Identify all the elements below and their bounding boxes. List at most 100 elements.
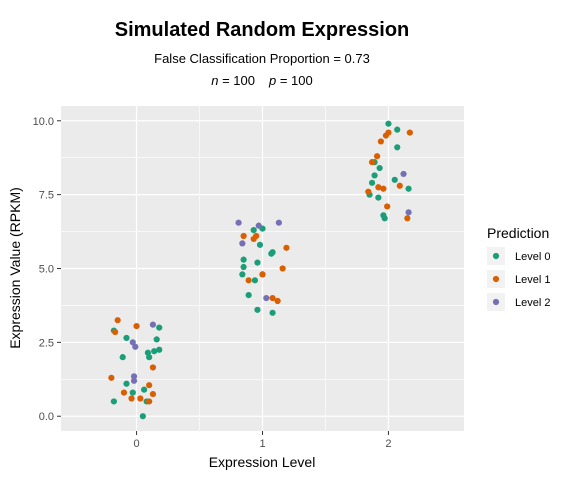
legend-marker-level-2 bbox=[492, 298, 500, 306]
x-tick-label: 0 bbox=[134, 438, 140, 450]
point-level-0 bbox=[250, 226, 257, 234]
point-level-0 bbox=[405, 185, 412, 192]
point-level-2 bbox=[239, 240, 246, 247]
point-level-1 bbox=[374, 153, 381, 160]
point-level-2 bbox=[149, 321, 157, 328]
point-level-2 bbox=[400, 170, 407, 178]
point-level-0 bbox=[245, 291, 252, 299]
point-level-0 bbox=[368, 179, 376, 186]
p-value: = 100 bbox=[276, 73, 313, 88]
y-tick-label: 5.0 bbox=[39, 264, 54, 276]
point-level-0 bbox=[144, 349, 151, 356]
point-level-1 bbox=[406, 129, 413, 136]
legend-marker-level-1 bbox=[492, 275, 500, 283]
point-level-0 bbox=[110, 398, 117, 405]
point-level-0 bbox=[156, 346, 163, 353]
point-level-1 bbox=[274, 297, 281, 305]
y-tick-label: 0.0 bbox=[39, 411, 54, 423]
point-level-0 bbox=[139, 413, 146, 420]
point-level-1 bbox=[120, 389, 128, 396]
point-level-1 bbox=[108, 374, 115, 381]
point-level-1 bbox=[146, 382, 153, 389]
y-axis-title: Expression Value (RPKM) bbox=[7, 187, 23, 349]
point-level-2 bbox=[405, 209, 412, 216]
chart-subtitle-sample-size: n = 100 p = 100 bbox=[211, 73, 313, 88]
point-level-0 bbox=[239, 271, 246, 278]
point-level-2 bbox=[263, 294, 270, 302]
point-level-1 bbox=[253, 232, 260, 240]
point-level-0 bbox=[385, 120, 392, 127]
point-level-0 bbox=[123, 334, 130, 342]
point-level-1 bbox=[149, 390, 157, 398]
point-level-1 bbox=[259, 271, 266, 278]
point-level-0 bbox=[141, 386, 148, 393]
point-level-1 bbox=[365, 188, 372, 195]
point-level-0 bbox=[269, 249, 276, 256]
y-tick-label: 2.5 bbox=[39, 337, 54, 349]
point-level-1 bbox=[245, 277, 252, 284]
point-level-0 bbox=[391, 176, 398, 183]
point-level-2 bbox=[235, 219, 242, 226]
legend-title: Prediction bbox=[487, 225, 549, 241]
point-level-1 bbox=[137, 395, 144, 402]
p-symbol: p bbox=[268, 73, 276, 88]
point-level-2 bbox=[130, 377, 138, 384]
point-level-0 bbox=[256, 241, 264, 248]
point-level-1 bbox=[133, 323, 140, 330]
point-level-0 bbox=[254, 306, 261, 313]
point-level-1 bbox=[380, 185, 387, 192]
point-level-2 bbox=[132, 343, 139, 350]
x-axis-title: Expression Level bbox=[209, 454, 316, 470]
point-level-0 bbox=[381, 215, 388, 222]
point-level-0 bbox=[123, 380, 130, 387]
point-level-1 bbox=[283, 244, 290, 251]
point-level-1 bbox=[240, 232, 247, 240]
point-level-1 bbox=[269, 294, 276, 302]
point-level-1 bbox=[385, 129, 392, 136]
x-tick-label: 2 bbox=[385, 438, 391, 450]
y-tick-label: 10.0 bbox=[33, 116, 54, 128]
point-level-0 bbox=[254, 259, 261, 266]
chart-subtitle: False Classification Proportion = 0.73 bbox=[154, 51, 370, 66]
point-level-1 bbox=[112, 328, 119, 336]
grid-lines bbox=[61, 106, 464, 431]
legend-label-level-1: Level 1 bbox=[515, 274, 550, 286]
point-level-0 bbox=[371, 172, 378, 179]
point-level-1 bbox=[375, 184, 382, 191]
point-level-0 bbox=[251, 277, 259, 284]
n-value: = 100 bbox=[218, 73, 255, 88]
point-level-0 bbox=[394, 126, 401, 133]
point-level-0 bbox=[375, 194, 382, 201]
data-points bbox=[108, 120, 413, 420]
point-level-2 bbox=[130, 373, 138, 380]
point-level-0 bbox=[129, 389, 136, 396]
chart-title: Simulated Random Expression bbox=[115, 19, 410, 41]
point-level-2 bbox=[275, 219, 282, 226]
point-level-1 bbox=[404, 215, 411, 222]
point-level-1 bbox=[396, 182, 403, 189]
point-level-1 bbox=[377, 138, 384, 145]
point-level-1 bbox=[279, 265, 286, 272]
y-tick-label: 7.5 bbox=[39, 190, 54, 202]
point-level-0 bbox=[240, 256, 247, 263]
point-level-1 bbox=[149, 364, 157, 371]
point-level-0 bbox=[119, 354, 126, 361]
legend-label-level-0: Level 0 bbox=[515, 251, 550, 263]
x-tick-label: 1 bbox=[259, 438, 265, 450]
point-level-0 bbox=[156, 324, 163, 331]
point-level-0 bbox=[376, 164, 383, 172]
legend-marker-level-0 bbox=[492, 252, 500, 260]
point-level-1 bbox=[146, 398, 153, 405]
point-level-2 bbox=[255, 222, 262, 229]
point-level-1 bbox=[128, 395, 135, 402]
point-level-1 bbox=[384, 203, 391, 210]
point-level-1 bbox=[114, 317, 121, 324]
point-level-0 bbox=[151, 348, 158, 355]
point-level-0 bbox=[153, 336, 160, 343]
n-symbol: n bbox=[211, 73, 218, 88]
legend: Prediction Level 0 Level 1 Level 2 bbox=[487, 225, 550, 311]
point-level-0 bbox=[394, 144, 401, 151]
point-level-0 bbox=[269, 309, 276, 316]
